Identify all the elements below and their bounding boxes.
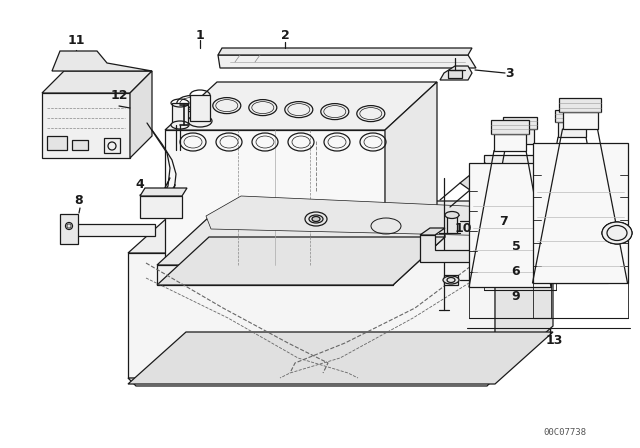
Polygon shape: [104, 138, 120, 153]
Ellipse shape: [443, 276, 459, 284]
Ellipse shape: [312, 216, 320, 221]
Bar: [190, 95, 210, 121]
Bar: [47, 136, 67, 150]
Polygon shape: [128, 253, 495, 378]
Polygon shape: [532, 143, 627, 283]
Polygon shape: [440, 66, 472, 80]
Text: 13: 13: [545, 333, 563, 346]
Text: 9: 9: [512, 289, 520, 302]
Text: 1: 1: [196, 29, 204, 42]
Bar: [503, 116, 537, 129]
Polygon shape: [536, 148, 608, 256]
Ellipse shape: [445, 211, 459, 219]
Polygon shape: [52, 51, 152, 71]
Polygon shape: [140, 188, 187, 196]
Polygon shape: [73, 224, 155, 236]
Bar: [558, 122, 586, 137]
Text: 12: 12: [110, 89, 128, 102]
Ellipse shape: [188, 115, 212, 127]
Bar: [494, 134, 526, 151]
Text: 7: 7: [499, 215, 508, 228]
Polygon shape: [60, 214, 78, 244]
Polygon shape: [157, 265, 393, 285]
Polygon shape: [420, 228, 445, 235]
Polygon shape: [206, 196, 538, 236]
Polygon shape: [157, 217, 445, 265]
Bar: [506, 129, 534, 144]
Polygon shape: [495, 201, 553, 378]
Polygon shape: [420, 235, 500, 262]
Text: 00C07738: 00C07738: [543, 427, 586, 436]
Bar: [491, 120, 529, 134]
Bar: [447, 215, 457, 233]
Polygon shape: [460, 163, 495, 190]
Polygon shape: [165, 82, 437, 130]
Polygon shape: [42, 93, 130, 158]
Bar: [444, 275, 458, 285]
Polygon shape: [469, 163, 551, 287]
Polygon shape: [484, 155, 556, 263]
Polygon shape: [165, 130, 385, 265]
Polygon shape: [128, 201, 553, 253]
Ellipse shape: [171, 121, 189, 129]
Ellipse shape: [602, 222, 632, 244]
Text: 4: 4: [136, 177, 145, 190]
Polygon shape: [393, 217, 445, 285]
Ellipse shape: [309, 215, 323, 223]
Bar: [140, 196, 182, 218]
Bar: [448, 70, 462, 78]
Polygon shape: [385, 82, 437, 265]
Polygon shape: [218, 55, 476, 68]
Text: 5: 5: [511, 240, 520, 253]
Text: 3: 3: [506, 66, 515, 79]
Bar: [172, 103, 188, 125]
Bar: [559, 98, 601, 112]
Polygon shape: [157, 237, 445, 285]
Bar: [556, 110, 589, 122]
Text: 8: 8: [75, 194, 83, 207]
Text: 10: 10: [454, 221, 472, 234]
Text: 2: 2: [280, 29, 289, 42]
Polygon shape: [218, 48, 472, 55]
Bar: [72, 140, 88, 150]
Text: 11: 11: [67, 34, 84, 47]
Text: 6: 6: [512, 264, 520, 277]
Bar: [563, 112, 598, 129]
Polygon shape: [130, 71, 152, 158]
Polygon shape: [42, 71, 152, 93]
Polygon shape: [128, 378, 495, 386]
Polygon shape: [128, 332, 553, 384]
